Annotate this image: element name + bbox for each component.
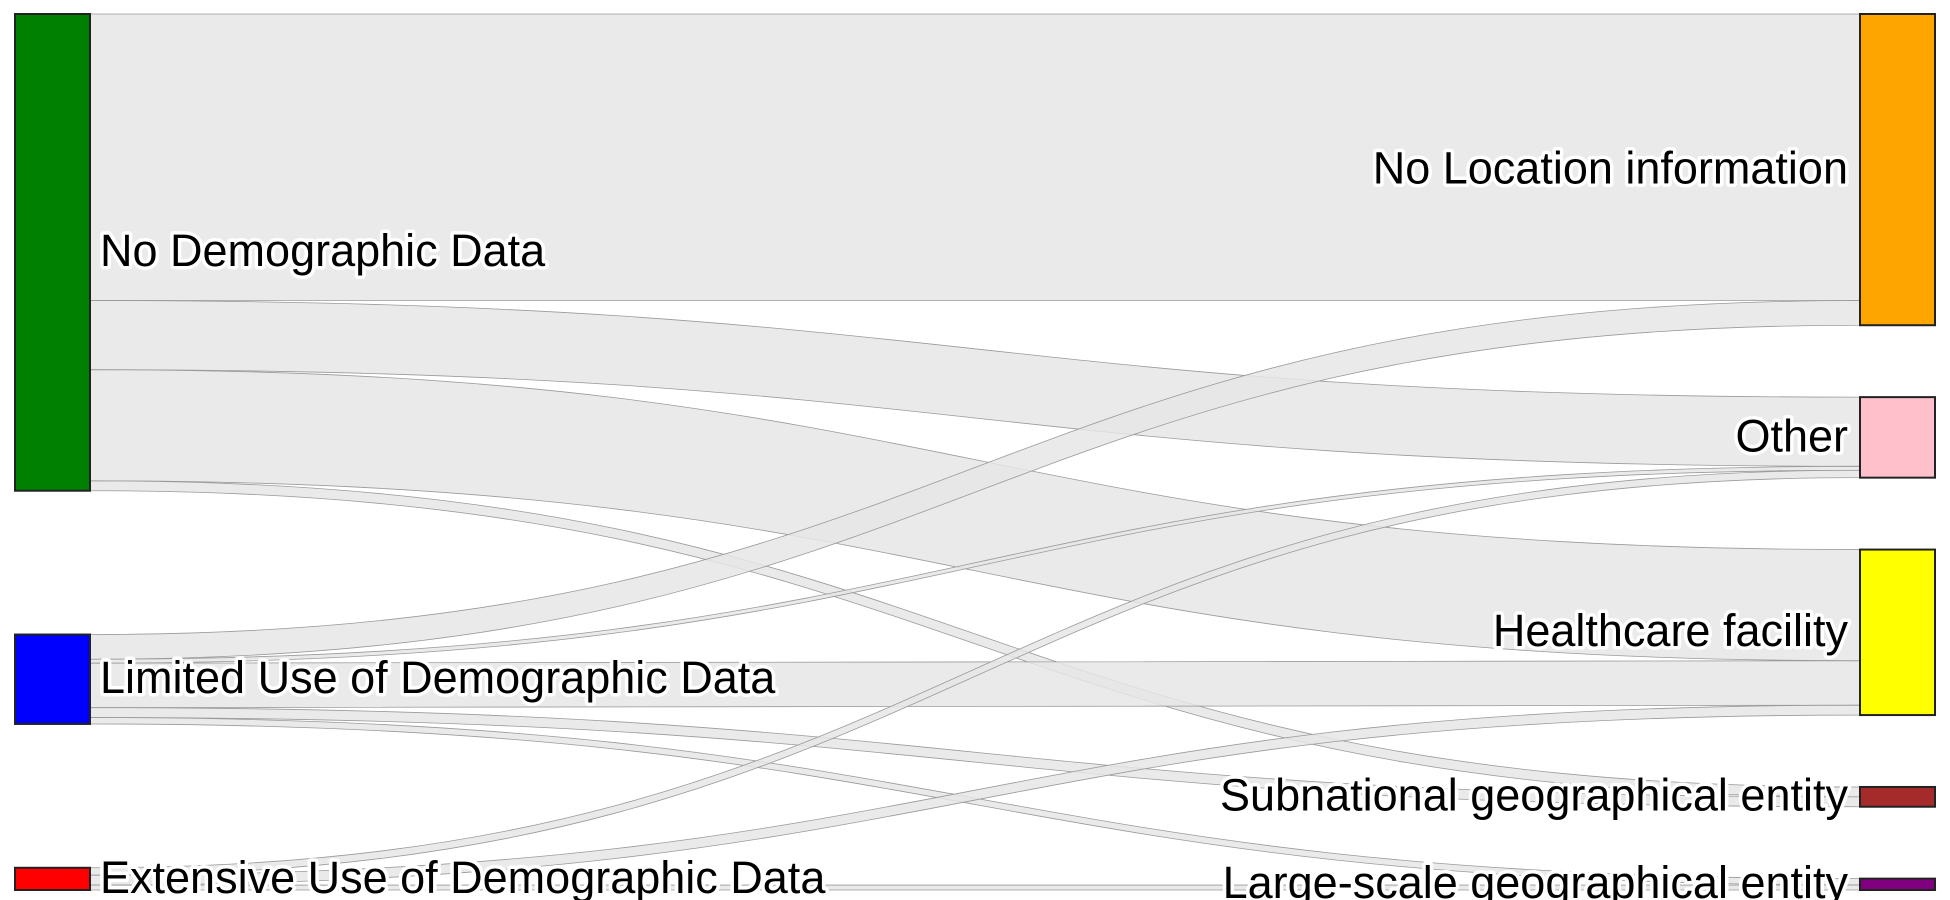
node-other [1859,396,1936,479]
label-no-demographic-data: No Demographic Data [100,225,546,276]
node-subnational-geographical-entity [1859,785,1936,808]
sankey-links [89,13,1861,891]
label-no-location-information: No Location information [1373,143,1848,194]
node-no-location-information [1859,13,1936,327]
label-limited-use-of-demographic-data: Limited Use of Demographic Data [100,652,776,703]
node-extensive-use-of-demographic-data [14,866,91,892]
node-large-scale-geographical-entity [1859,877,1936,892]
label-extensive-use-of-demographic-data: Extensive Use of Demographic Data [100,852,826,900]
node-healthcare-facility [1859,548,1936,717]
label-healthcare-facility: Healthcare facility [1493,605,1849,656]
node-no-demographic-data [14,13,91,492]
label-subnational-geographical-entity: Subnational geographical entity [1220,770,1848,821]
sankey-labels: No Demographic Data Limited Use of Demogr… [97,139,1852,900]
label-other: Other [1735,410,1848,461]
sankey-nodes [14,13,1936,892]
label-large-scale-geographical-entity: Large-scale geographical entity [1223,857,1849,900]
node-limited-use-of-demographic-data [14,633,91,725]
